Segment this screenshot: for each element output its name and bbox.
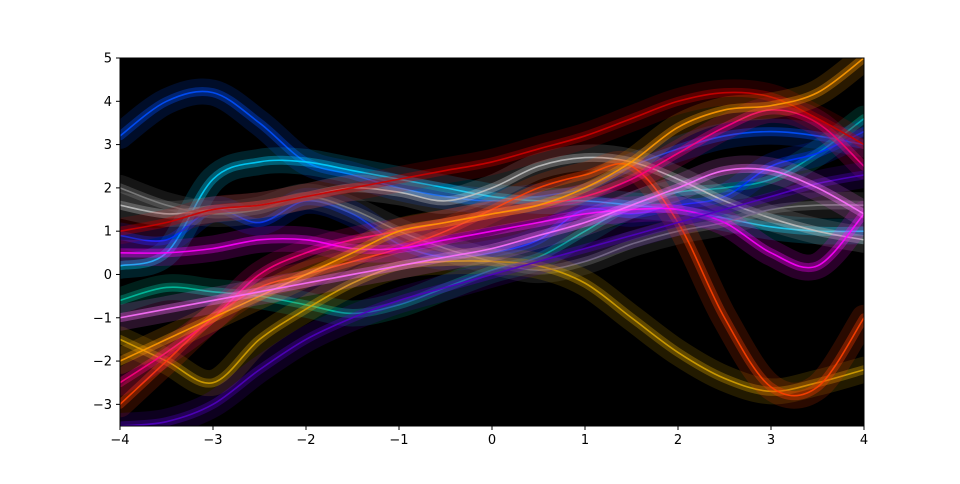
x-tick-label: 2 (674, 433, 682, 448)
series-0-line (120, 90, 864, 202)
y-tick-label: 5 (104, 52, 112, 67)
y-tick-label: 4 (104, 95, 112, 110)
y-tick-label: −2 (93, 355, 112, 370)
x-tick-label: 3 (767, 433, 775, 448)
series-10-line (120, 207, 864, 269)
series-3-line (120, 130, 864, 259)
series-layer (120, 58, 864, 426)
series-13-line (120, 167, 864, 319)
series-7-line (120, 162, 864, 405)
y-tick-label: 0 (104, 268, 112, 283)
series-9-line (120, 91, 864, 232)
series-11-line (120, 58, 864, 362)
x-tick-label: −3 (203, 433, 222, 448)
x-tick-label: −4 (110, 433, 129, 448)
x-tick-label: −1 (389, 433, 408, 448)
x-tick-label: 0 (488, 433, 496, 448)
y-tick-label: 3 (104, 138, 112, 153)
y-tick-label: 1 (104, 225, 112, 240)
x-tick-label: 1 (581, 433, 589, 448)
y-tick-label: 2 (104, 181, 112, 196)
x-tick-label: −2 (296, 433, 315, 448)
y-tick-label: −3 (93, 398, 112, 413)
x-tick-label: 4 (860, 433, 868, 448)
series-12-line (120, 174, 864, 426)
series-1-line (120, 159, 864, 267)
axes-layer: −4 −3 −2 −1 0 1 2 3 4 −3 −2 −1 0 1 2 3 4 5 (93, 52, 868, 449)
y-tick-label: −1 (93, 311, 112, 326)
series-6-line (120, 260, 864, 393)
